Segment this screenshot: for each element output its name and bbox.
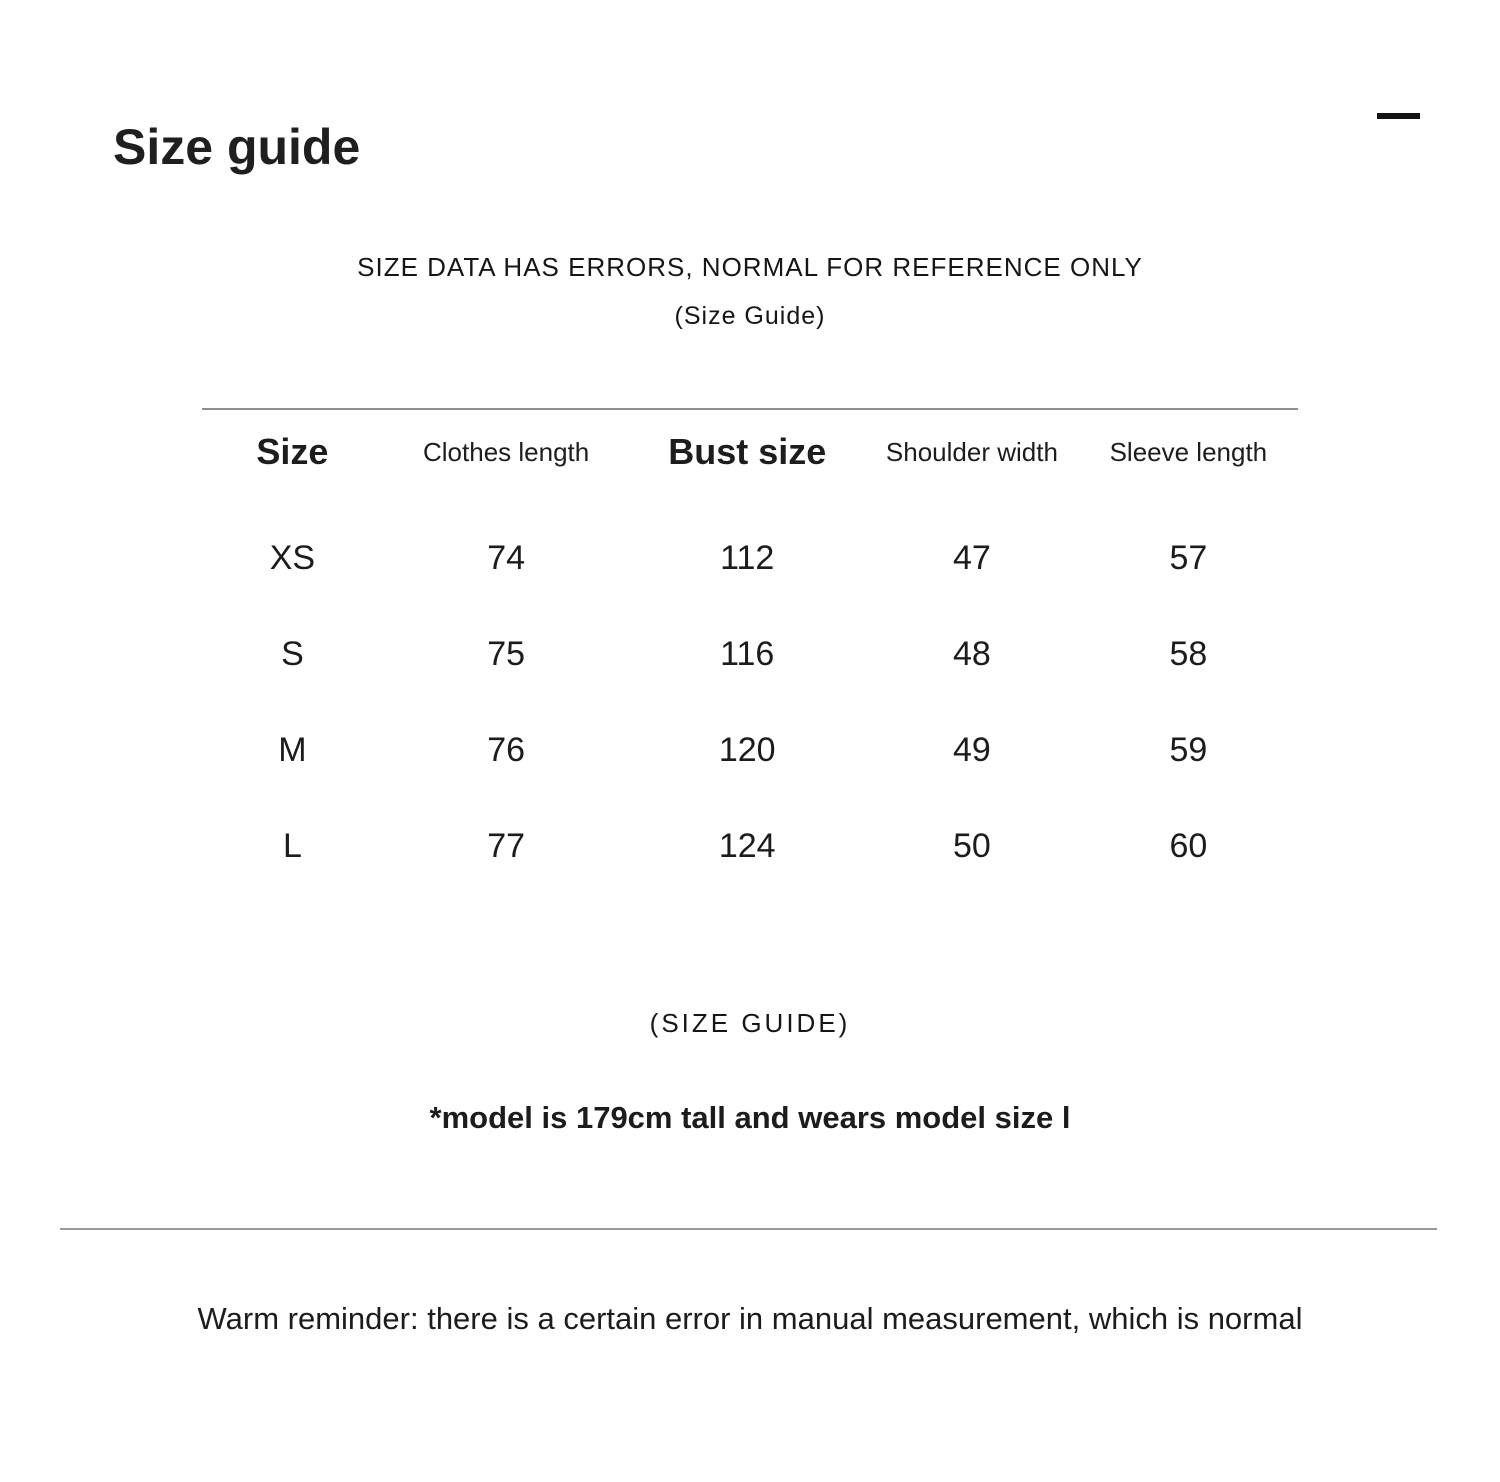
page-title: Size guide (113, 118, 361, 175)
table-header-row: Size Clothes length Bust size Shoulder w… (202, 410, 1298, 494)
size-guide-subtitle: (Size Guide) (674, 302, 826, 330)
table-row-l: L 77 124 50 60 (202, 798, 1298, 894)
column-header-size: Size (256, 431, 329, 472)
size-cell: S (281, 634, 304, 673)
model-size-note: *model is 179cm tall and wears model siz… (429, 1100, 1071, 1135)
table-spacer (202, 494, 1298, 510)
value-cell: 49 (952, 730, 991, 769)
value-cell: 58 (1169, 634, 1208, 673)
value-cell: 112 (720, 538, 775, 577)
size-cell: M (278, 730, 307, 769)
warm-reminder-text: Warm reminder: there is a certain error … (197, 1301, 1303, 1336)
column-header-shoulder-width: Shoulder width (885, 436, 1058, 467)
column-header-clothes-length: Clothes length (423, 436, 590, 467)
value-cell: 76 (487, 730, 526, 769)
table-row-m: M 76 120 49 59 (202, 702, 1298, 798)
value-cell: 116 (720, 634, 775, 673)
size-cell: XS (269, 538, 316, 577)
collapse-section-button[interactable] (1368, 103, 1428, 129)
value-cell: 50 (952, 826, 991, 865)
value-cell: 120 (718, 730, 776, 769)
column-header-sleeve-length: Sleeve length (1109, 436, 1268, 467)
value-cell: 77 (487, 826, 526, 865)
minus-icon (1376, 113, 1420, 119)
value-cell: 57 (1169, 538, 1208, 577)
value-cell: 59 (1169, 730, 1208, 769)
size-table: Size Clothes length Bust size Shoulder w… (202, 408, 1298, 894)
value-cell: 60 (1169, 826, 1208, 865)
value-cell: 75 (487, 634, 526, 673)
column-header-bust-size: Bust size (668, 431, 827, 472)
value-cell: 48 (952, 634, 991, 673)
size-data-disclaimer: SIZE DATA HAS ERRORS, NORMAL FOR REFEREN… (357, 252, 1143, 282)
value-cell: 47 (952, 538, 991, 577)
section-divider (60, 1228, 1437, 1230)
size-cell: L (282, 826, 302, 865)
table-row-s: S 75 116 48 58 (202, 606, 1298, 702)
value-cell: 124 (718, 826, 776, 865)
size-guide-caption: (SIZE GUIDE) (649, 1008, 851, 1038)
table-row-xs: XS 74 112 47 57 (202, 510, 1298, 606)
value-cell: 74 (487, 538, 526, 577)
